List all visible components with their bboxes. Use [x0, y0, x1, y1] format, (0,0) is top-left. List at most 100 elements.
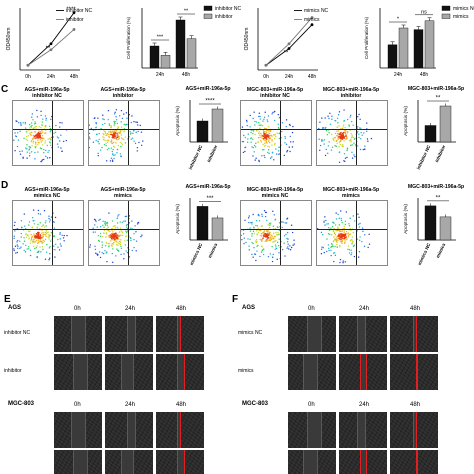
- event-dot: [112, 238, 114, 240]
- event-dot: [343, 225, 345, 228]
- event-dot: [113, 235, 115, 237]
- event-dot: [114, 225, 116, 227]
- event-dot: [106, 251, 108, 253]
- event-dot: [241, 230, 242, 232]
- event-dot: [28, 230, 30, 232]
- event-dot: [327, 233, 330, 235]
- bar: [149, 45, 160, 69]
- event-dot: [257, 244, 259, 247]
- event-dot: [33, 234, 35, 236]
- event-dot: [95, 121, 97, 124]
- event-dot: [336, 227, 339, 229]
- event-dot: [63, 140, 65, 143]
- event-dot: [29, 254, 32, 257]
- event-dot: [358, 239, 361, 242]
- event-dot: [37, 240, 40, 242]
- bar-chart-apoptosis-ags-mimics: AGS+miR-196a-5p Apoptosis (%) mimics NC mim…: [175, 184, 231, 266]
- significance-label: **: [436, 96, 441, 102]
- event-dot: [112, 243, 114, 246]
- event-dot: [118, 231, 121, 233]
- event-dot: [126, 226, 128, 228]
- event-dot: [266, 237, 269, 239]
- event-dot: [331, 118, 333, 120]
- event-dot: [45, 119, 47, 121]
- event-dot: [342, 233, 344, 236]
- event-dot: [245, 119, 248, 122]
- event-dot: [345, 211, 348, 213]
- event-dot: [119, 221, 121, 223]
- bar-chart-mimics-proliferation: Cell Proliferation (%) 24h * 48h ns mimics NC…: [364, 5, 474, 78]
- event-dot: [321, 117, 323, 119]
- event-dot: [333, 239, 335, 242]
- event-dot: [350, 239, 353, 241]
- event-dot: [332, 229, 335, 232]
- event-dot: [349, 217, 351, 219]
- event-dot: [102, 220, 104, 222]
- event-dot: [49, 257, 51, 259]
- event-dot: [264, 240, 266, 242]
- event-dot: [246, 141, 249, 143]
- event-dot: [115, 130, 118, 132]
- legend-label: mimics NC: [304, 8, 329, 14]
- event-dot: [339, 258, 342, 261]
- event-dot: [272, 111, 274, 114]
- event-dot: [24, 225, 26, 227]
- event-dot: [119, 141, 121, 144]
- event-dot: [135, 131, 137, 134]
- event-dot: [252, 213, 254, 216]
- event-dot: [114, 227, 117, 229]
- event-dot: [273, 214, 276, 216]
- wound-edge-line: [307, 316, 308, 352]
- event-dot: [25, 234, 27, 236]
- event-dot: [241, 126, 244, 128]
- event-dot: [33, 136, 35, 139]
- quadrant-line-horizontal: [241, 229, 311, 231]
- event-dot: [56, 136, 59, 138]
- event-dot: [39, 139, 42, 141]
- event-dot: [44, 231, 47, 234]
- event-dot: [340, 134, 342, 136]
- event-dot: [110, 244, 113, 246]
- event-dot: [118, 115, 121, 117]
- event-dot: [258, 112, 261, 114]
- event-dot: [327, 145, 330, 147]
- event-dot: [267, 255, 270, 258]
- event-dot: [340, 139, 342, 142]
- event-dot: [268, 222, 271, 224]
- event-dot: [16, 120, 18, 123]
- wound-edge-line: [360, 450, 361, 474]
- event-dot: [34, 121, 36, 123]
- bar: [387, 44, 398, 69]
- wound-edge-line: [71, 316, 72, 352]
- event-dot: [286, 247, 288, 250]
- event-dot: [42, 248, 44, 251]
- event-dot: [102, 136, 104, 138]
- event-dot: [259, 238, 261, 241]
- flow-cytometry-plot: [12, 100, 84, 166]
- event-dot: [33, 123, 36, 125]
- event-dot: [104, 222, 106, 224]
- event-dot: [339, 246, 341, 248]
- event-dot: [139, 124, 142, 127]
- event-dot: [264, 144, 266, 147]
- event-dot: [349, 116, 351, 118]
- event-dot: [99, 149, 102, 151]
- event-dot: [332, 240, 335, 243]
- event-dot: [117, 126, 120, 129]
- event-dot: [354, 220, 356, 222]
- event-dot: [343, 131, 345, 134]
- event-dot: [102, 138, 105, 141]
- event-dot: [44, 115, 47, 117]
- event-dot: [44, 233, 47, 236]
- event-dot: [57, 146, 60, 148]
- wound-edge-line: [133, 354, 134, 390]
- event-dot: [25, 138, 27, 140]
- event-dot: [120, 245, 122, 247]
- event-dot: [346, 149, 348, 152]
- significance-label: ***: [206, 196, 214, 202]
- wound-image: [105, 354, 153, 390]
- event-dot: [342, 126, 344, 128]
- event-dot: [290, 246, 293, 249]
- event-dot: [38, 130, 40, 132]
- significance-label: ***: [157, 35, 164, 41]
